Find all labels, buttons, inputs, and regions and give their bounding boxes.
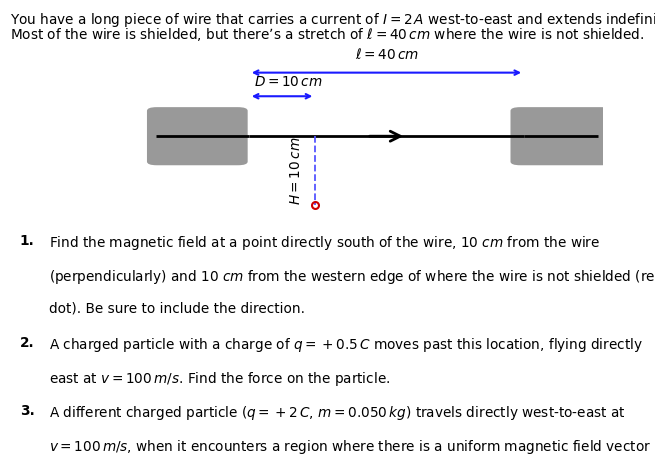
Text: $H = 10\,cm$: $H = 10\,cm$ — [289, 137, 303, 205]
Text: Find the magnetic field at a point directly south of the wire, 10 $cm$ from the : Find the magnetic field at a point direc… — [49, 234, 601, 252]
Text: $\ell = 40\,cm$: $\ell = 40\,cm$ — [354, 47, 419, 62]
Text: east at $v = 100\,m/s$. Find the force on the particle.: east at $v = 100\,m/s$. Find the force o… — [49, 370, 390, 388]
Text: A different charged particle ($q = +2\,C$, $m = 0.050\,kg$) travels directly wes: A different charged particle ($q = +2\,C… — [49, 404, 626, 422]
Text: $D = 10\,cm$: $D = 10\,cm$ — [254, 75, 322, 89]
Text: You have a long piece of wire that carries a current of $I = 2\,A$ west-to-east : You have a long piece of wire that carri… — [10, 11, 655, 30]
FancyBboxPatch shape — [147, 107, 248, 165]
Text: dot). Be sure to include the direction.: dot). Be sure to include the direction. — [49, 302, 305, 316]
Text: 1.: 1. — [20, 234, 35, 248]
Text: 2.: 2. — [20, 336, 34, 350]
Text: A charged particle with a charge of $q = +0.5\,C$ moves past this location, flyi: A charged particle with a charge of $q =… — [49, 336, 643, 354]
Text: Most of the wire is shielded, but there’s a stretch of $\ell = 40\,cm$ where the: Most of the wire is shielded, but there’… — [10, 26, 645, 43]
Text: 3.: 3. — [20, 404, 35, 418]
FancyBboxPatch shape — [510, 107, 611, 165]
Text: (perpendicularly) and 10 $cm$ from the western edge of where the wire is not shi: (perpendicularly) and 10 $cm$ from the w… — [49, 268, 655, 286]
Text: $v = 100\,m/s$, when it encounters a region where there is a uniform magnetic fi: $v = 100\,m/s$, when it encounters a reg… — [49, 438, 651, 454]
